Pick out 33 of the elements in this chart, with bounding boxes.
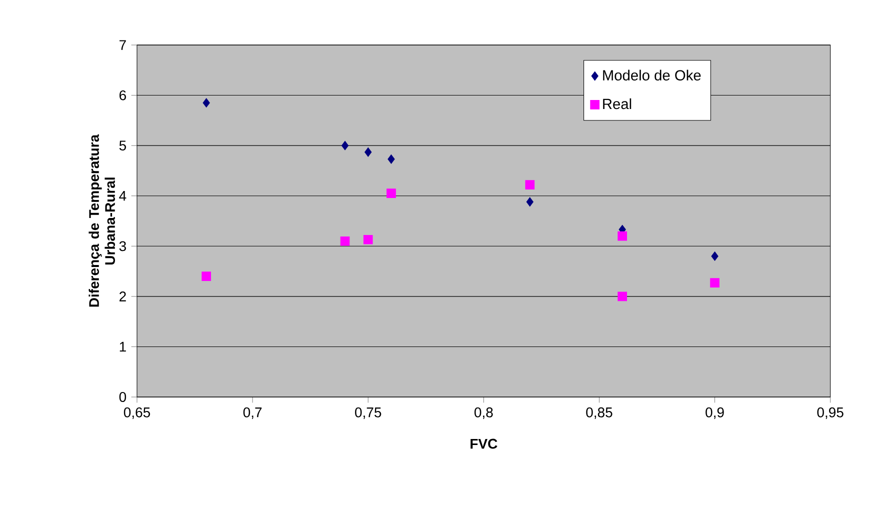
y-tick-label: 7 [120, 40, 126, 50]
point [526, 197, 534, 207]
legend-label: Modelo de Oke [603, 70, 701, 81]
point [340, 236, 350, 246]
point [386, 188, 396, 198]
x-tick-label: 0,85 [586, 407, 612, 419]
y-tick-label: 6 [120, 90, 126, 100]
y-tick-label: 1 [120, 342, 126, 352]
y-tick-label: 0 [119, 392, 126, 402]
x-tick-label: 0,65 [124, 407, 150, 419]
y-tick-label: 3 [119, 241, 126, 252]
point [341, 140, 349, 150]
x-tick-label: 0,7 [243, 407, 262, 419]
point [711, 252, 718, 261]
point [618, 292, 628, 302]
point [388, 154, 395, 164]
x-axis-title: FVC [470, 438, 498, 449]
point [202, 98, 210, 108]
y-tick-label: 2 [120, 292, 126, 302]
y-tick-label: 4 [119, 191, 126, 201]
x-tick-label: 0,75 [355, 407, 382, 419]
y-axis-title: Diferença de Temperatura Urbana-Rural [88, 134, 116, 307]
y-tick-label: 5 [119, 140, 126, 150]
x-tick-label: 0,8 [474, 407, 493, 419]
point [525, 180, 535, 190]
point [202, 272, 212, 281]
point [710, 278, 720, 288]
point [363, 234, 373, 244]
legend-label: Real [603, 98, 632, 110]
x-tick-label: 0,9 [706, 407, 724, 419]
point [364, 147, 372, 157]
x-tick-label: 0,95 [817, 407, 844, 419]
point [618, 231, 628, 241]
